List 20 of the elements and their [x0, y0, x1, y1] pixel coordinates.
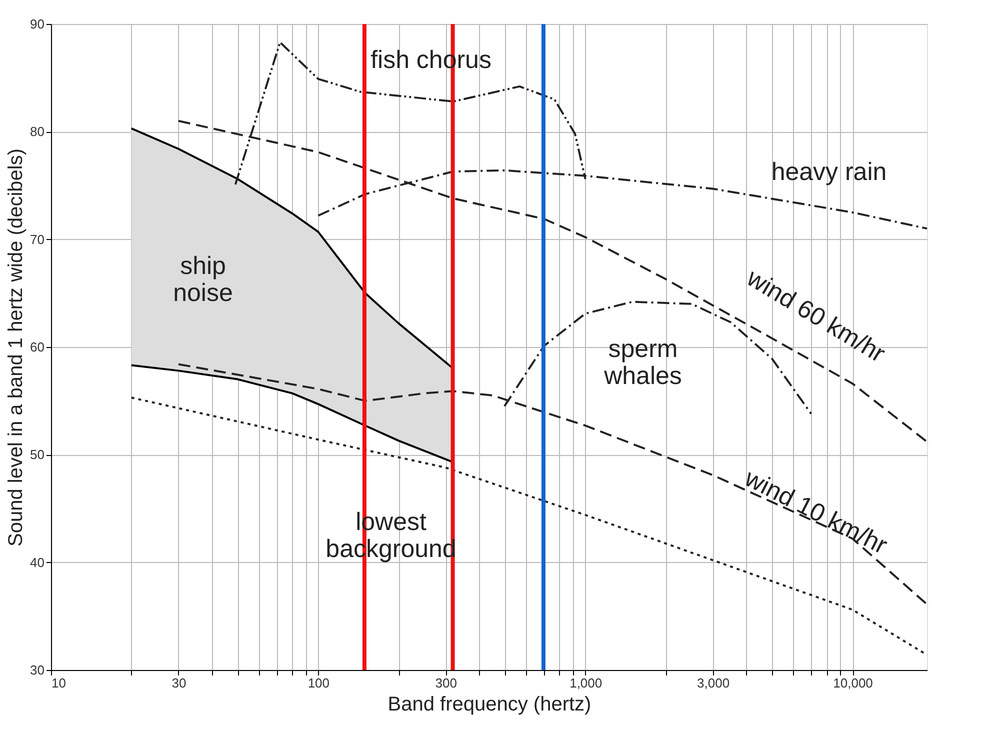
- series-label: ship noise: [173, 252, 233, 307]
- x-tick-label: 10,000: [833, 676, 873, 690]
- x-tick-label: 300: [435, 676, 457, 690]
- y-tick-label: 90: [30, 16, 44, 32]
- y-tick-label: 70: [30, 232, 44, 247]
- x-tick-label: 30: [172, 676, 186, 690]
- x-tick-label: 3,000: [697, 676, 730, 690]
- y-tick-label: 30: [30, 662, 44, 678]
- x-tick-label: 10: [52, 676, 66, 690]
- y-tick-label: 80: [30, 124, 44, 140]
- y-tick-label: 50: [30, 447, 44, 462]
- y-tick-label: 60: [30, 340, 44, 354]
- series-label: sperm whales: [603, 335, 682, 390]
- y-axis-title: Sound level in a band 1 hertz wide (decibels): [5, 148, 28, 547]
- series-label: heavy rain: [771, 158, 887, 186]
- x-tick-label: 1,000: [570, 676, 602, 690]
- x-axis-title: Band frequency (hertz): [388, 694, 592, 716]
- y-tick-label: 40: [30, 554, 44, 570]
- x-tick-label: 100: [308, 676, 330, 690]
- text: wind 10 km/hr: [739, 464, 892, 560]
